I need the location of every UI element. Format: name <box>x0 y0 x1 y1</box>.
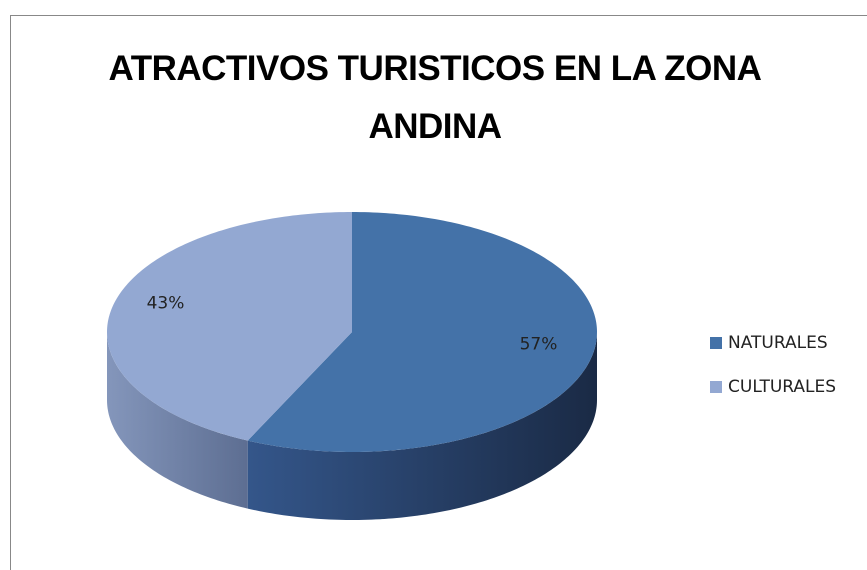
legend-swatch <box>710 381 722 393</box>
data-label: 57% <box>520 334 558 354</box>
legend-swatch <box>710 337 722 349</box>
chart-frame <box>10 15 867 570</box>
data-label: 43% <box>147 294 185 314</box>
slice <box>247 212 597 452</box>
slice-side <box>247 332 597 520</box>
slice <box>107 212 352 441</box>
slice-side <box>107 332 248 509</box>
legend-label: CULTURALES <box>728 377 836 397</box>
chart-title: ATRACTIVOS TURISTICOS EN LA ZONA ANDINA <box>108 49 762 146</box>
legend-label: NATURALES <box>728 333 828 353</box>
